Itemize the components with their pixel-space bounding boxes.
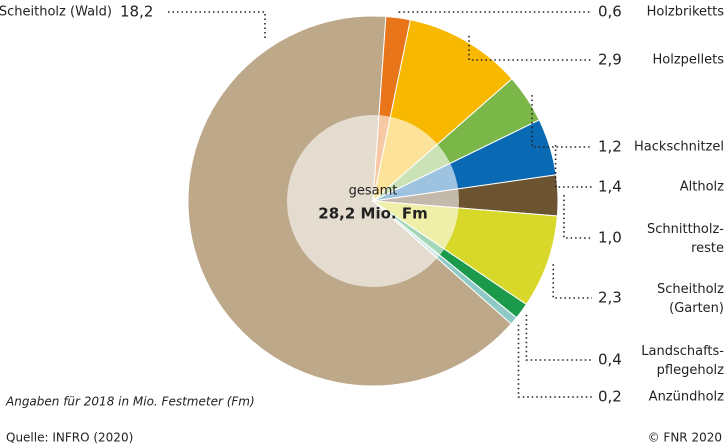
value-label: 1,4 xyxy=(598,178,622,196)
leader-line xyxy=(517,324,592,398)
value-label: 2,9 xyxy=(598,51,622,69)
leader-line xyxy=(525,314,592,361)
source: Quelle: INFRO (2020) xyxy=(6,431,133,445)
value-label: 1,2 xyxy=(598,138,622,156)
category-label: Schnittholz-reste xyxy=(647,222,724,256)
category-label: Scheitholz (Wald) xyxy=(0,5,112,20)
note: Angaben für 2018 in Mio. Festmeter (Fm) xyxy=(5,395,255,409)
leader-line xyxy=(552,264,592,299)
copyright: © FNR 2020 xyxy=(648,431,722,445)
total-label: 28,2 Mio. Fm xyxy=(318,205,427,223)
value-label: 0,4 xyxy=(598,351,622,369)
category-label: Scheitholz (Garten) xyxy=(657,282,724,316)
category-label: Landschafts-pflegeholz xyxy=(641,344,724,378)
category-label: Holzbriketts xyxy=(647,5,725,20)
leader-line xyxy=(563,195,592,239)
category-label: Anzündholz xyxy=(649,390,724,405)
value-label: 1,0 xyxy=(598,229,622,247)
category-label: Holzpellets xyxy=(652,53,724,68)
value-label: 0,6 xyxy=(598,3,622,21)
value-label: 0,2 xyxy=(598,388,622,406)
category-label: Hackschnitzel xyxy=(634,140,724,155)
center-disc xyxy=(287,115,459,287)
category-label: Altholz xyxy=(680,180,724,195)
total-caption: gesamt xyxy=(349,184,398,199)
leader-line xyxy=(168,11,266,38)
value-label: 2,3 xyxy=(598,289,622,307)
value-label: 18,2 xyxy=(120,3,153,21)
leader-line xyxy=(554,144,592,188)
